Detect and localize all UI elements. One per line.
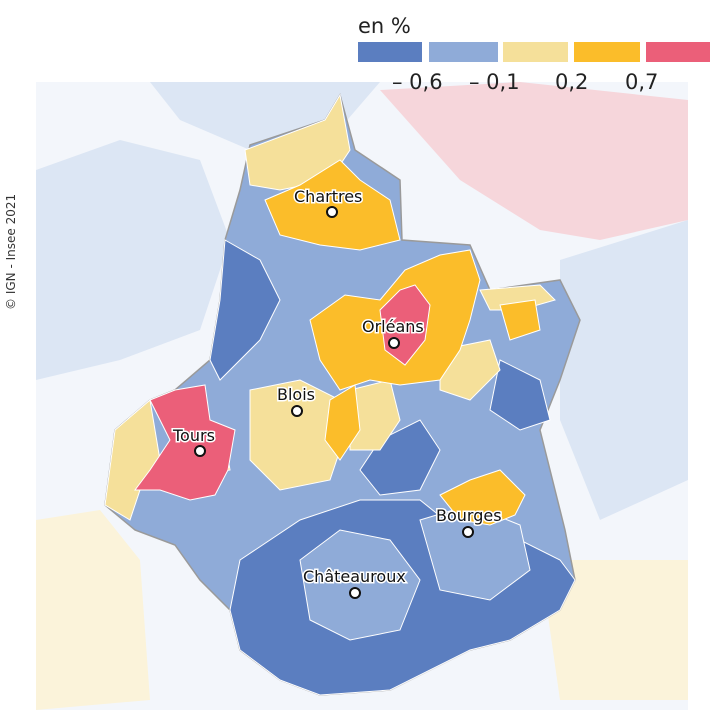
city-label: Bourges [436, 506, 502, 525]
zone-pale-yellow-northeast [479, 284, 556, 311]
city-marker [326, 206, 338, 218]
legend-class-1 [358, 42, 422, 62]
zone-dark-blue-west [209, 239, 281, 381]
city-bourges: Bourges [435, 505, 503, 538]
city-orleans: Orléans [361, 316, 425, 349]
legend-class-4 [574, 42, 640, 62]
zone-dark-blue-east [489, 359, 551, 431]
outside-northeast-zone [380, 82, 688, 240]
outside-southwest-zone [36, 510, 150, 710]
zone-orange-chartres [264, 159, 401, 251]
zone-dark-blue-center [359, 419, 441, 496]
outside-west-zone [36, 140, 230, 380]
legend-class-5 [646, 42, 710, 62]
zone-orange-loire [324, 384, 361, 461]
legend-class-2 [429, 42, 498, 62]
zone-pale-yellow-blois [249, 379, 341, 491]
credit-label: © IGN - Insee 2021 [4, 193, 18, 310]
city-marker [194, 445, 206, 457]
zone-pink-tours [134, 384, 236, 501]
legend-break-1: – 0,6 [392, 70, 443, 94]
city-chateauroux: Châteauroux [302, 566, 407, 599]
city-blois: Blois [276, 384, 317, 417]
zone-orange-bourges [439, 469, 526, 526]
zone-light-blue-chateauroux [299, 529, 421, 641]
city-marker [349, 587, 361, 599]
city-chartres: Chartres [293, 186, 364, 218]
legend-title: en % [358, 14, 411, 38]
outside-south-zone [540, 560, 688, 700]
city-marker [462, 526, 474, 538]
city-label: Châteauroux [303, 567, 406, 586]
outside-east-zone [560, 220, 688, 520]
legend-class-3 [503, 42, 568, 62]
legend-break-4: 0,7 [625, 70, 659, 94]
credit-text: © IGN - Insee 2021 [4, 160, 20, 310]
city-label: Chartres [294, 187, 362, 206]
city-marker [291, 405, 303, 417]
city-label: Orléans [362, 317, 424, 336]
city-label: Blois [277, 385, 315, 404]
city-marker [388, 337, 400, 349]
zone-orange-east [499, 299, 541, 341]
legend-break-2: – 0,1 [469, 70, 520, 94]
city-tours: Tours [171, 425, 216, 457]
legend-break-3: 0,2 [555, 70, 589, 94]
city-label: Tours [172, 426, 215, 445]
